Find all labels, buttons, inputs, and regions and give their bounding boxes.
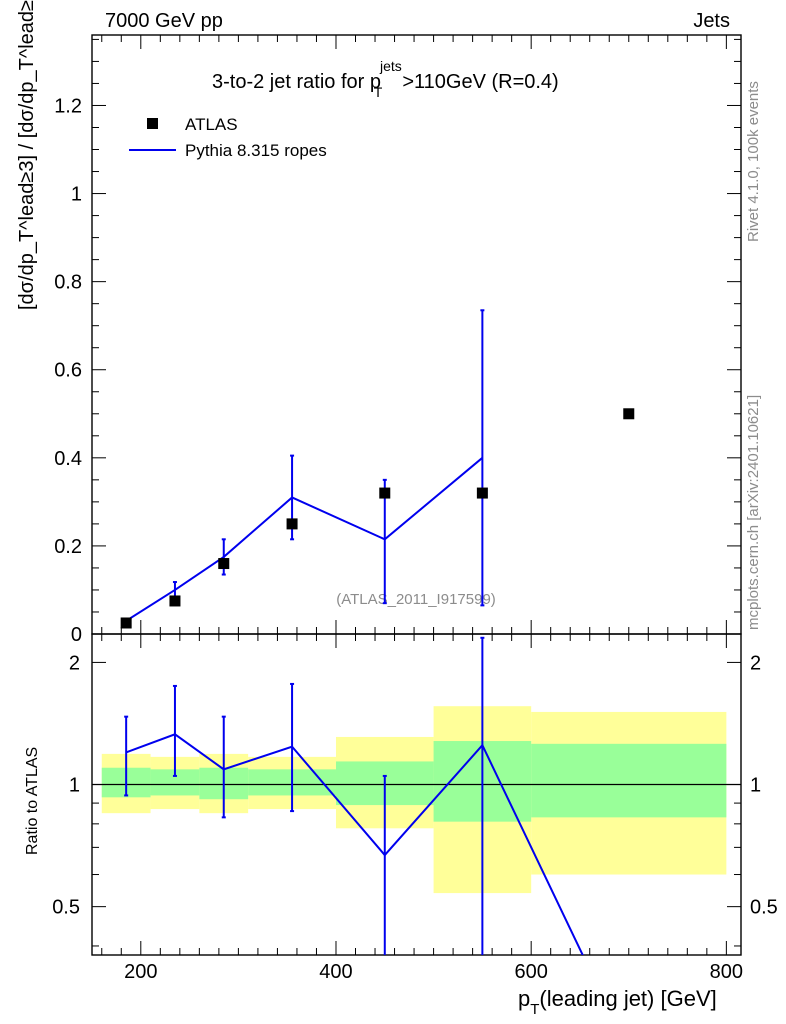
x-label-p: p	[518, 986, 530, 1011]
x-tick-label-400: 400	[319, 961, 352, 983]
header-category-label: Jets	[693, 10, 730, 32]
main-y-tick-label-2: 0.4	[54, 448, 82, 470]
x-axis-ticks	[101, 35, 727, 955]
ratio-y-tick-label-right-0: 0.5	[750, 897, 778, 919]
ratio-y-tick-label-left-1: 1	[69, 775, 80, 797]
ratio-y-tick-label-left-2: 2	[69, 652, 80, 674]
main-y-tick-label-1: 0.2	[54, 536, 82, 558]
ratio-y-tick-label-right-2: 2	[750, 652, 761, 674]
title-subscript: T	[374, 84, 383, 100]
title-superscript: jets	[379, 58, 402, 74]
ratio-plot-frame	[91, 633, 742, 956]
ratio-uncertainty-bands	[101, 706, 727, 894]
x-tick-label-200: 200	[124, 961, 157, 983]
main-plot-title: 3-to-2 jet ratio for pjets T >110GeV (R=0.…	[212, 58, 559, 100]
main-y-tick-label-6: 1.2	[54, 95, 82, 117]
main-y-ticks	[92, 38, 741, 635]
ratio-series-group	[124, 636, 584, 955]
atlas-data-point	[379, 487, 391, 499]
x-label-text: (leading jet) [GeV]	[539, 986, 716, 1011]
main-y-axis-label: [dσ/dp_T^lead≥3] / [dσ/dp_T^lead≥2]	[16, 0, 38, 310]
title-text-post: >110GeV (R=0.4)	[402, 71, 558, 93]
atlas-data-point	[218, 558, 230, 570]
main-y-tick-label-0: 0	[71, 624, 82, 646]
main-series-group	[120, 309, 635, 629]
legend-atlas-label: ATLAS	[185, 115, 238, 134]
ratio-y-axis-label: Ratio to ATLAS	[24, 747, 41, 855]
legend-mc-label: Pythia 8.315 ropes	[185, 141, 327, 160]
atlas-data-point	[286, 518, 298, 530]
band-green-6	[531, 743, 727, 818]
x-axis-label: pT(leading jet) [GeV]	[518, 986, 717, 1018]
main-y-tick-label-3: 0.6	[54, 360, 82, 382]
ratio-y-tick-label-left-0: 0.5	[52, 897, 80, 919]
mc-line	[125, 457, 484, 622]
atlas-data-point	[169, 595, 181, 607]
title-text-pre: 3-to-2 jet ratio for p	[212, 71, 381, 93]
x-tick-label-600: 600	[514, 961, 547, 983]
atlas-data-point	[120, 617, 132, 629]
atlas-data-point	[476, 487, 488, 499]
main-y-tick-label-5: 1	[71, 184, 82, 206]
main-y-tick-label-4: 0.8	[54, 272, 82, 294]
atlas-data-point	[623, 408, 635, 420]
x-tick-label-800: 800	[710, 961, 743, 983]
header-collision-label: 7000 GeV pp	[105, 10, 223, 32]
analysis-watermark: (ATLAS_2011_I917599)	[336, 591, 496, 608]
x-label-subscript: T	[530, 1001, 539, 1018]
legend-atlas-marker	[147, 118, 158, 129]
ratio-y-tick-label-right-1: 1	[750, 775, 761, 797]
